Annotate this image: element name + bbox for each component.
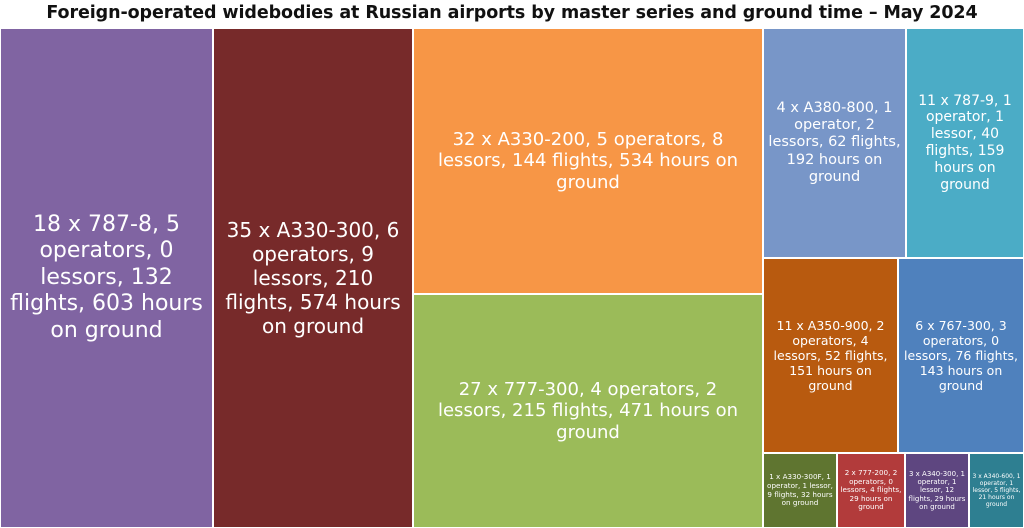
tile-label: 6 x 767-300, 3 operators, 0 lessors, 76 …	[904, 318, 1018, 393]
treemap-tile-a340-600: 3 x A340-600, 1 operator, 1 lessor, 5 fl…	[969, 453, 1024, 528]
tile-label: 18 x 787-8, 5 operators, 0 lessors, 132 …	[10, 212, 203, 343]
tile-label: 3 x A340-300, 1 operator, 1 lessor, 12 f…	[908, 469, 966, 512]
treemap-tile-767-300: 6 x 767-300, 3 operators, 0 lessors, 76 …	[898, 258, 1024, 453]
tile-label: 2 x 777-200, 2 operators, 0 lessors, 4 f…	[840, 467, 902, 512]
tile-label: 11 x 787-9, 1 operator, 1 lessor, 40 fli…	[918, 92, 1012, 193]
treemap-tile-a350-900: 11 x A350-900, 2 operators, 4 lessors, 5…	[763, 258, 898, 453]
tile-label: 1 x A330-300F, 1 operator, 1 lessor, 9 f…	[767, 472, 833, 508]
chart-title: Foreign-operated widebodies at Russian a…	[46, 3, 978, 23]
treemap-tile-a380-800: 4 x A380-800, 1 operator, 2 lessors, 62 …	[763, 28, 906, 258]
treemap-tile-777-200: 2 x 777-200, 2 operators, 0 lessors, 4 f…	[837, 453, 905, 528]
treemap-tile-787-8: 18 x 787-8, 5 operators, 0 lessors, 132 …	[0, 28, 213, 528]
treemap-tile-777-300: 27 x 777-300, 4 operators, 2 lessors, 21…	[413, 294, 763, 528]
tile-label: 32 x A330-200, 5 operators, 8 lessors, 1…	[437, 128, 739, 193]
tile-label: 4 x A380-800, 1 operator, 2 lessors, 62 …	[768, 99, 901, 186]
treemap-tile-787-9: 11 x 787-9, 1 operator, 1 lessor, 40 fli…	[906, 28, 1024, 258]
tile-label: 11 x A350-900, 2 operators, 4 lessors, 5…	[773, 318, 888, 393]
treemap-tile-a340-300: 3 x A340-300, 1 operator, 1 lessor, 12 f…	[905, 453, 969, 528]
tile-label: 3 x A340-600, 1 operator, 1 lessor, 5 fl…	[972, 472, 1021, 509]
treemap: 18 x 787-8, 5 operators, 0 lessors, 132 …	[0, 28, 1024, 528]
treemap-tile-a330-300: 35 x A330-300, 6 operators, 9 lessors, 2…	[213, 28, 413, 528]
tile-label: 27 x 777-300, 4 operators, 2 lessors, 21…	[437, 378, 739, 443]
treemap-tile-a330-200: 32 x A330-200, 5 operators, 8 lessors, 1…	[413, 28, 763, 294]
tile-label: 35 x A330-300, 6 operators, 9 lessors, 2…	[225, 218, 401, 338]
treemap-tile-a330-300f: 1 x A330-300F, 1 operator, 1 lessor, 9 f…	[763, 453, 837, 528]
